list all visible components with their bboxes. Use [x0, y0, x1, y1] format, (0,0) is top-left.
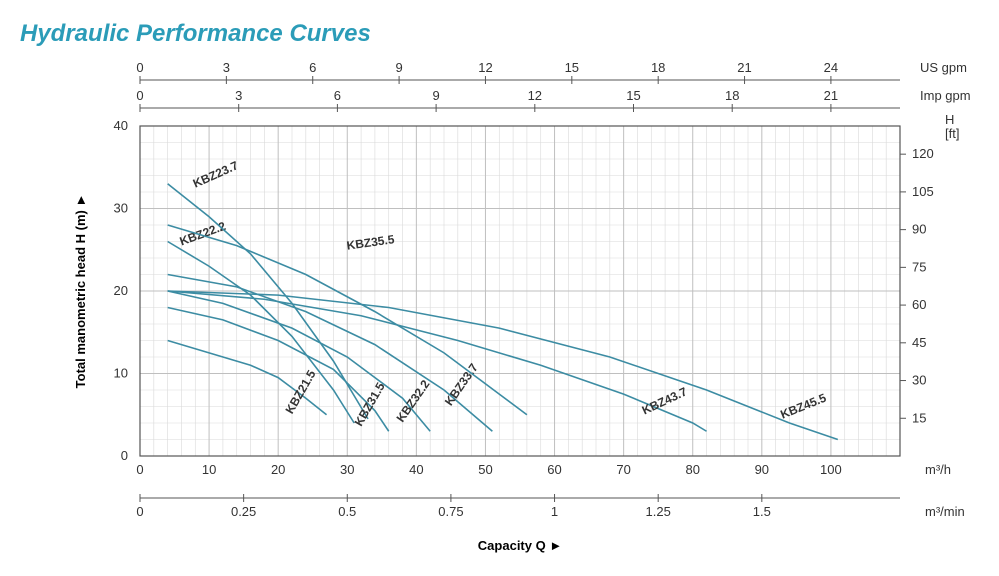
svg-text:0.5: 0.5	[338, 504, 356, 519]
svg-text:Capacity Q ►: Capacity Q ►	[478, 538, 562, 553]
svg-text:Imp gpm: Imp gpm	[920, 88, 970, 103]
svg-text:6: 6	[334, 88, 341, 103]
performance-chart: 010203040506070809010001020304000.250.50…	[30, 56, 970, 556]
svg-text:70: 70	[616, 462, 630, 477]
svg-text:90: 90	[755, 462, 769, 477]
svg-text:1.25: 1.25	[646, 504, 671, 519]
svg-text:30: 30	[340, 462, 354, 477]
svg-text:0: 0	[121, 448, 128, 463]
svg-text:50: 50	[478, 462, 492, 477]
svg-text:1.5: 1.5	[753, 504, 771, 519]
svg-text:40: 40	[409, 462, 423, 477]
svg-text:0: 0	[136, 462, 143, 477]
svg-text:24: 24	[824, 60, 838, 75]
svg-text:9: 9	[432, 88, 439, 103]
svg-text:60: 60	[912, 297, 926, 312]
svg-text:m³/h: m³/h	[925, 462, 951, 477]
svg-text:12: 12	[528, 88, 542, 103]
svg-text:6: 6	[309, 60, 316, 75]
svg-text:3: 3	[223, 60, 230, 75]
page-title: Hydraulic Performance Curves	[20, 20, 979, 48]
svg-text:100: 100	[820, 462, 842, 477]
svg-text:60: 60	[547, 462, 561, 477]
svg-text:20: 20	[114, 283, 128, 298]
svg-text:90: 90	[912, 222, 926, 237]
svg-text:18: 18	[651, 60, 665, 75]
svg-text:H: H	[945, 112, 954, 127]
svg-text:21: 21	[737, 60, 751, 75]
svg-text:12: 12	[478, 60, 492, 75]
svg-text:3: 3	[235, 88, 242, 103]
svg-text:15: 15	[565, 60, 579, 75]
svg-text:Total manometric head H (m): Total manometric head H (m) ►	[73, 194, 88, 389]
svg-text:45: 45	[912, 335, 926, 350]
svg-text:0.75: 0.75	[438, 504, 463, 519]
svg-text:1: 1	[551, 504, 558, 519]
svg-text:30: 30	[912, 373, 926, 388]
svg-text:15: 15	[626, 88, 640, 103]
svg-text:0: 0	[136, 504, 143, 519]
svg-text:m³/min: m³/min	[925, 504, 965, 519]
svg-text:US gpm: US gpm	[920, 60, 967, 75]
svg-text:40: 40	[114, 118, 128, 133]
svg-text:9: 9	[395, 60, 402, 75]
svg-text:10: 10	[202, 462, 216, 477]
svg-text:18: 18	[725, 88, 739, 103]
svg-text:0.25: 0.25	[231, 504, 256, 519]
svg-text:0: 0	[136, 60, 143, 75]
svg-text:15: 15	[912, 410, 926, 425]
svg-text:75: 75	[912, 259, 926, 274]
svg-text:105: 105	[912, 184, 934, 199]
svg-text:10: 10	[114, 366, 128, 381]
svg-text:21: 21	[824, 88, 838, 103]
svg-text:80: 80	[685, 462, 699, 477]
svg-text:30: 30	[114, 201, 128, 216]
svg-text:0: 0	[136, 88, 143, 103]
svg-text:120: 120	[912, 146, 934, 161]
svg-text:20: 20	[271, 462, 285, 477]
chart-svg: 010203040506070809010001020304000.250.50…	[30, 56, 970, 556]
svg-text:[ft]: [ft]	[945, 126, 959, 141]
